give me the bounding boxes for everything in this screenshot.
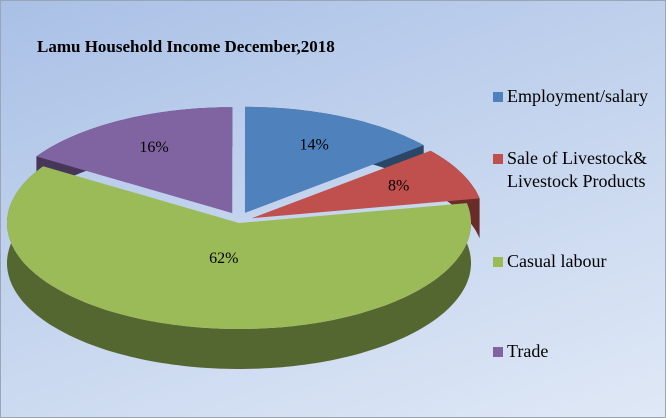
slice xyxy=(251,150,480,219)
legend-item: Sale of Livestock&Livestock Products xyxy=(493,147,661,193)
legend-swatch xyxy=(493,154,503,164)
legend-item: Trade xyxy=(493,340,661,363)
slice xyxy=(36,107,233,214)
data-label: 8% xyxy=(388,177,409,194)
legend-item: Employment/salary xyxy=(493,85,661,108)
data-label: 62% xyxy=(209,250,238,267)
legend-label: Sale of Livestock&Livestock Products xyxy=(507,148,647,191)
legend-swatch xyxy=(493,92,503,102)
slice-side xyxy=(7,166,471,369)
legend-label: Employment/salary xyxy=(507,86,648,106)
legend-item: Casual labour xyxy=(493,250,661,273)
legend-label: Trade xyxy=(507,341,549,361)
slice xyxy=(244,106,424,213)
legend-label: Casual labour xyxy=(507,251,607,271)
legend-swatch xyxy=(493,257,503,267)
data-label: 16% xyxy=(139,139,168,156)
legend-swatch xyxy=(493,347,503,357)
chart-title: Lamu Household Income December,2018 xyxy=(37,37,335,56)
slice xyxy=(7,166,471,329)
data-label: 14% xyxy=(299,136,328,153)
